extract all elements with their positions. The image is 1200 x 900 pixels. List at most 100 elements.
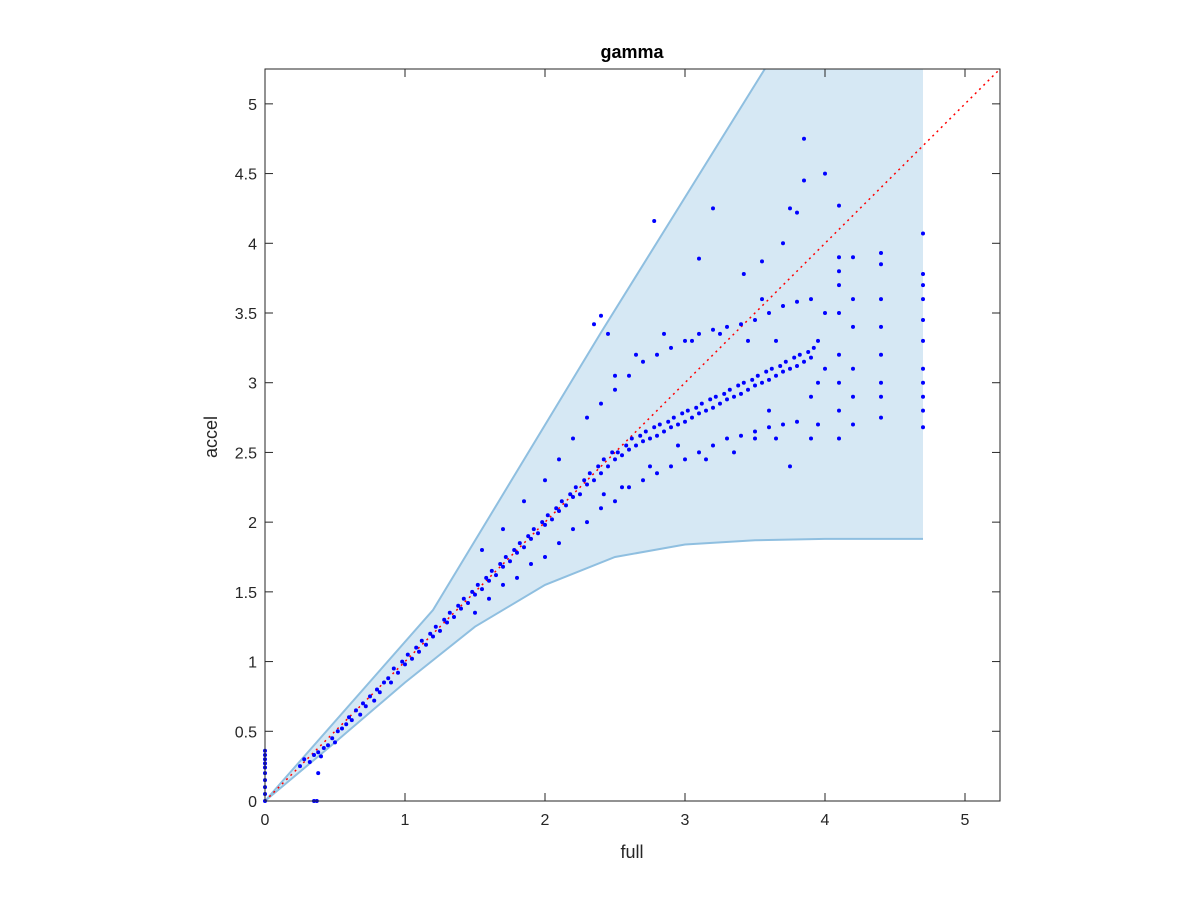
data-point: [571, 495, 575, 499]
data-point: [461, 596, 466, 601]
data-point: [795, 364, 799, 368]
data-point: [442, 617, 447, 622]
data-point: [363, 704, 368, 709]
data-point: [655, 352, 659, 357]
data-point: [781, 241, 785, 246]
data-point: [615, 450, 620, 455]
data-point: [536, 531, 540, 536]
y-tick-label: 2.5: [235, 445, 257, 462]
y-tick-label: 4.5: [235, 167, 257, 184]
data-point: [676, 443, 680, 448]
data-point: [489, 568, 494, 573]
data-point: [473, 592, 477, 597]
data-point: [573, 485, 578, 490]
data-point: [809, 436, 813, 441]
data-point: [774, 373, 778, 378]
data-point: [697, 411, 701, 416]
data-point: [629, 436, 634, 441]
data-point: [753, 429, 757, 434]
y-tick-label: 5: [248, 97, 257, 114]
data-point: [697, 450, 701, 455]
data-point: [806, 350, 811, 354]
data-point: [666, 419, 671, 424]
data-point: [498, 562, 503, 566]
data-point: [718, 401, 722, 406]
data-point: [389, 680, 393, 685]
data-point: [405, 652, 410, 657]
data-point: [517, 541, 522, 546]
data-point: [683, 338, 687, 343]
data-point: [571, 436, 575, 441]
data-point: [809, 297, 813, 302]
data-point: [419, 638, 424, 643]
data-point: [302, 757, 307, 762]
data-point: [781, 304, 785, 308]
data-point: [708, 397, 713, 402]
data-point: [634, 443, 638, 448]
data-point: [739, 391, 743, 396]
data-point: [851, 366, 855, 371]
data-point: [641, 359, 645, 364]
data-point: [526, 534, 531, 539]
data-point: [697, 256, 701, 261]
data-point: [515, 575, 519, 580]
data-point: [837, 352, 841, 357]
data-point: [641, 439, 645, 444]
data-point: [480, 548, 484, 552]
data-point: [319, 754, 323, 759]
data-point: [648, 436, 652, 441]
data-point: [690, 415, 694, 420]
data-point: [571, 527, 575, 532]
data-point: [473, 610, 477, 615]
data-point: [837, 283, 841, 288]
data-point: [648, 464, 652, 469]
data-point: [809, 394, 813, 399]
data-point: [559, 499, 564, 504]
data-point: [921, 394, 925, 399]
data-point: [746, 338, 750, 343]
data-point: [627, 447, 631, 452]
data-point: [921, 380, 925, 385]
x-axis-label: full: [620, 842, 643, 862]
data-point: [699, 401, 704, 406]
data-point: [470, 589, 475, 594]
data-point: [601, 457, 606, 462]
data-point: [760, 380, 764, 385]
data-point: [921, 318, 925, 322]
data-point: [704, 457, 708, 462]
x-tick-label: 4: [821, 812, 830, 829]
data-point: [697, 331, 701, 336]
data-point: [599, 313, 603, 318]
data-point: [753, 436, 757, 441]
data-point: [316, 750, 321, 755]
data-point: [445, 620, 449, 625]
band-upper-edge: [264, 68, 766, 802]
data-point: [837, 408, 841, 413]
data-point: [638, 433, 643, 438]
data-point: [480, 587, 484, 592]
data-point: [354, 708, 358, 713]
data-point: [879, 380, 883, 385]
data-point: [417, 649, 421, 654]
data-point: [823, 171, 827, 176]
data-point: [361, 701, 365, 706]
data-point: [599, 401, 603, 406]
y-tick-label: 0: [248, 794, 257, 811]
data-point: [662, 429, 666, 434]
data-point: [921, 272, 925, 276]
data-point: [564, 503, 568, 508]
data-point: [545, 513, 550, 518]
data-point: [307, 760, 312, 764]
data-point: [410, 656, 414, 661]
data-point: [620, 453, 624, 458]
data-point: [783, 359, 788, 364]
data-point: [501, 527, 505, 532]
data-point: [683, 457, 687, 462]
y-tick-label: 4: [248, 236, 257, 253]
x-tick-label: 2: [541, 812, 550, 829]
data-point: [321, 746, 326, 750]
data-point: [391, 666, 396, 671]
data-point: [386, 676, 391, 681]
data-point: [788, 464, 792, 469]
